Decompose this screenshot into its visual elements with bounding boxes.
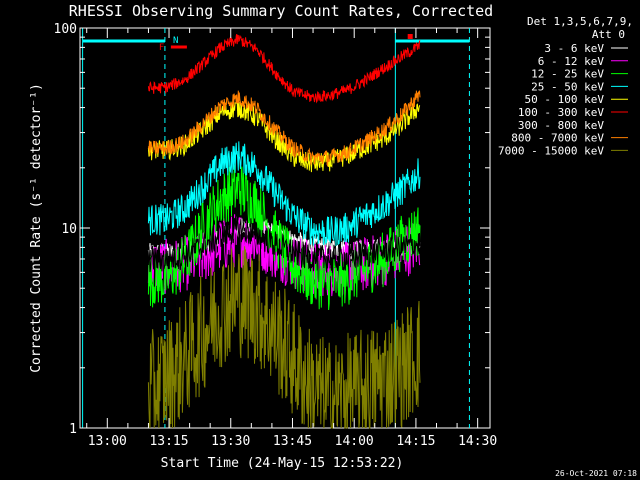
chart-title: RHESSI Observing Summary Count Rates, Co… [69, 2, 493, 20]
y-tick-label: 1 [69, 422, 77, 437]
series-line [147, 141, 421, 247]
y-axis: 1 10 100 [54, 22, 490, 437]
x-tick-label: 14:15 [396, 434, 435, 449]
legend-header-line-2: Att 0 [592, 28, 625, 41]
flag-label-f: F [159, 43, 164, 53]
x-axis: 13:00 13:15 13:30 13:45 14:00 14:15 14:30 [86, 28, 497, 449]
series-layer [147, 33, 421, 429]
y-tick-label: 100 [54, 22, 77, 37]
legend-label: 7000 - 15000 keV [498, 144, 604, 157]
generation-timestamp: 26-Oct-2021 07:18 [555, 469, 637, 478]
observing-flags: NF [159, 34, 413, 53]
series-line [147, 216, 421, 273]
legend-label: 100 - 300 keV [518, 106, 604, 119]
x-tick-label: 14:30 [458, 434, 497, 449]
x-tick-label: 14:00 [335, 434, 374, 449]
series-line [147, 90, 421, 168]
series-line [147, 33, 421, 104]
legend-label: 12 - 25 keV [531, 68, 604, 81]
y-axis-label: Corrected Count Rate (s⁻¹ detector⁻¹) [29, 83, 44, 373]
x-tick-label: 13:30 [211, 434, 250, 449]
legend-label: 300 - 800 keV [518, 119, 604, 132]
x-tick-label: 13:00 [88, 434, 127, 449]
legend-label: 50 - 100 keV [525, 93, 605, 106]
x-tick-label: 13:45 [273, 434, 312, 449]
x-tick-label: 13:15 [149, 434, 188, 449]
legend-label: 25 - 50 keV [531, 80, 604, 93]
x-axis-label: Start Time (24-May-15 12:53:22) [161, 456, 404, 471]
flag-label-n: N [173, 36, 178, 46]
legend-label: 3 - 6 keV [544, 42, 604, 55]
legend-header-line-1: Det 1,3,5,6,7,9, [527, 15, 633, 28]
series-line [147, 246, 421, 429]
y-tick-label: 10 [61, 222, 77, 237]
flag-marker [407, 34, 413, 39]
legend-label: 800 - 7000 keV [511, 132, 604, 145]
legend-label: 6 - 12 keV [538, 55, 605, 68]
